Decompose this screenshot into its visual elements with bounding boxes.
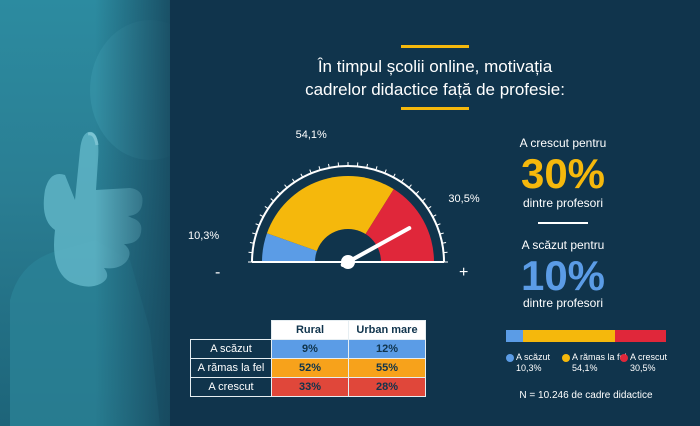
gauge-tick bbox=[427, 206, 432, 210]
stacked-bar-segment-same bbox=[523, 330, 615, 342]
table-cell: 33% bbox=[271, 377, 349, 397]
gauge-label-same: 54,1% bbox=[296, 129, 327, 141]
legend-label: A scăzut bbox=[516, 352, 551, 362]
legend-value: 30,5% bbox=[630, 363, 656, 373]
motivation-gauge-chart: 10,3% 54,1% 30,5% - + bbox=[188, 129, 480, 295]
gauge-tick bbox=[284, 184, 288, 189]
gauge-tick bbox=[415, 190, 420, 195]
legend-label: A crescut bbox=[630, 352, 668, 362]
legend-value: 10,3% bbox=[516, 363, 542, 373]
decreased-caption-bottom: dintre profesori bbox=[522, 296, 604, 310]
gauge-tick bbox=[421, 198, 426, 202]
legend-dot bbox=[562, 353, 570, 362]
sample-size-note: N = 10.246 de cadre didactice bbox=[519, 390, 653, 401]
gauge-tick bbox=[384, 169, 387, 174]
stacked-bar-segment-decreased bbox=[506, 330, 524, 342]
gauge-tick bbox=[309, 169, 312, 174]
gauge-tick bbox=[300, 173, 304, 178]
decreased-stat-value: 10% bbox=[520, 252, 606, 299]
legend-dot bbox=[506, 353, 514, 362]
gauge-tick bbox=[318, 166, 321, 171]
gauge-tick bbox=[432, 214, 437, 218]
gauge-tick bbox=[392, 173, 396, 178]
gauge-tick bbox=[252, 232, 257, 235]
gauge-slice-same bbox=[266, 175, 394, 262]
table-row-label: A scăzut bbox=[190, 339, 272, 359]
gauge-tick bbox=[400, 178, 404, 183]
table-cell: 12% bbox=[348, 339, 426, 359]
gauge-tick bbox=[249, 242, 254, 244]
legend-item-decreased: A scăzut 10,3% bbox=[506, 352, 550, 374]
stacked-bar bbox=[506, 330, 666, 342]
gauge-tick bbox=[270, 198, 275, 202]
title-line-2: cadrelor didactice față de profesie: bbox=[305, 80, 565, 99]
table-cell: 52% bbox=[271, 358, 349, 378]
page-title: În timpul școlii online, motivația cadre… bbox=[270, 55, 600, 101]
legend-item-increased: A crescut 30,5% bbox=[620, 352, 667, 374]
gauge-tick bbox=[439, 232, 444, 235]
increased-stat-value: 30% bbox=[520, 150, 606, 197]
gauge-label-decreased: 10,3% bbox=[188, 230, 219, 242]
gauge-needle-pivot bbox=[341, 255, 355, 269]
gauge-tick bbox=[375, 166, 378, 171]
content-panel: În timpul școlii online, motivația cadre… bbox=[170, 0, 700, 426]
table-header-rural: Rural bbox=[271, 320, 349, 340]
gauge-plus-label: + bbox=[459, 264, 468, 281]
table-header-row: Rural Urban mare bbox=[191, 320, 426, 340]
gauge-minus-label: - bbox=[215, 264, 220, 281]
gauge-tick bbox=[436, 223, 441, 226]
gauge-tick bbox=[328, 163, 330, 168]
table-header-urban: Urban mare bbox=[348, 320, 426, 340]
gauge-tick bbox=[292, 178, 296, 183]
table-cell: 55% bbox=[348, 358, 426, 378]
table-corner bbox=[191, 321, 272, 340]
increased-caption-bottom: dintre profesori bbox=[522, 196, 604, 210]
title-bottom-rule bbox=[401, 107, 469, 110]
gauge-tick bbox=[408, 184, 412, 189]
gauge-tick bbox=[259, 214, 264, 218]
gauge-tick bbox=[366, 163, 368, 168]
table-row-label: A crescut bbox=[190, 377, 272, 397]
title-line-1: În timpul școlii online, motivația bbox=[317, 57, 553, 76]
legend-dot bbox=[620, 353, 628, 362]
gauge-outline bbox=[251, 165, 445, 263]
teacher-photo bbox=[0, 0, 170, 426]
legend-item-same: A rămas la fel 54,1% bbox=[562, 352, 627, 374]
gauge-tick bbox=[264, 206, 269, 210]
decreased-caption-top: A scăzut pentru bbox=[521, 238, 605, 252]
gauge-tick bbox=[255, 223, 260, 226]
table-cell: 9% bbox=[271, 339, 349, 359]
gauge-label-increased: 30,5% bbox=[448, 193, 479, 205]
gauge-tick bbox=[276, 190, 281, 195]
table-cell: 28% bbox=[348, 377, 426, 397]
table-row-increased: A crescut 33% 28% bbox=[190, 377, 426, 397]
table-row-decreased: A scăzut 9% 12% bbox=[190, 339, 426, 359]
increased-caption-top: A crescut pentru bbox=[519, 136, 607, 150]
stacked-bar-segment-increased bbox=[614, 330, 666, 342]
legend-label: A rămas la fel bbox=[572, 352, 627, 362]
rural-urban-table: Rural Urban mare A scăzut 9% 12% A rămas… bbox=[190, 320, 426, 397]
title-top-rule bbox=[401, 45, 469, 48]
stat-divider bbox=[538, 222, 588, 224]
legend-value: 54,1% bbox=[572, 363, 598, 373]
table-row-label: A rămas la fel bbox=[190, 358, 272, 378]
table-row-same: A rămas la fel 52% 55% bbox=[190, 358, 426, 378]
gauge-tick bbox=[442, 242, 447, 244]
